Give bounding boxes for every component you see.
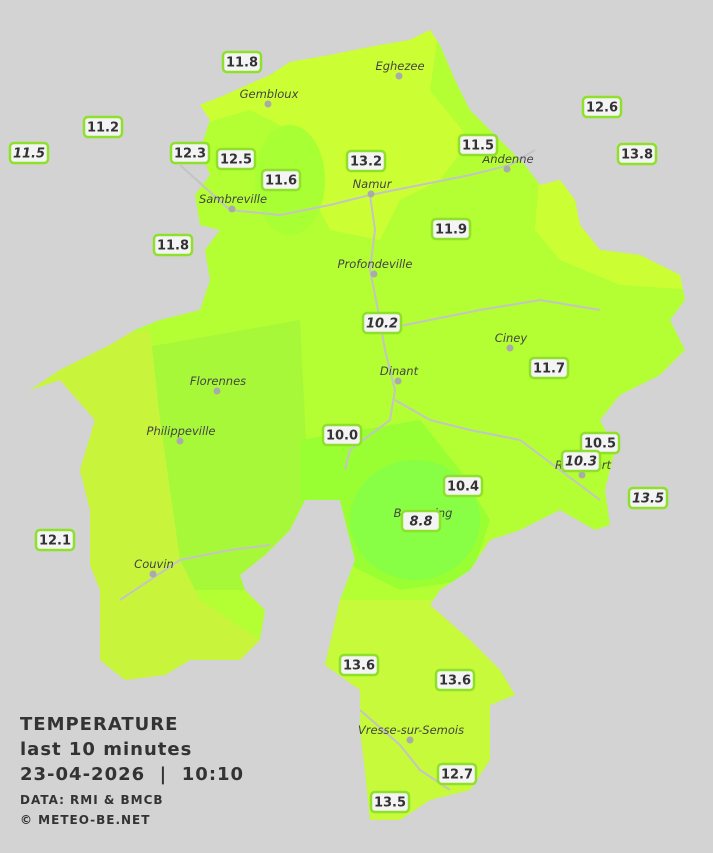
station-value: 13.5 — [632, 492, 664, 507]
place-label: Sambreville — [199, 192, 267, 206]
place-dot — [367, 190, 375, 198]
station-value: 11.5 — [13, 147, 45, 162]
legend-datetime: 23-04-2026 | 10:10 — [20, 764, 244, 785]
place-dot — [149, 570, 157, 578]
stations: 11.8 11.2 11.5 12.3 12.5 11.6 13.2 11.5 12.6 13.8… — [8, 50, 669, 814]
place-label: Gembloux — [240, 87, 299, 101]
station-value: 12.6 — [586, 101, 618, 116]
station-value: 13.5 — [374, 796, 406, 811]
station-box — [369, 790, 411, 814]
place-dot — [370, 270, 378, 278]
station-value: 10.4 — [447, 480, 479, 495]
place-label: Profondeville — [338, 257, 413, 271]
place-dot — [394, 377, 402, 385]
station-value: 11.8 — [157, 239, 189, 254]
place-dot — [228, 205, 236, 213]
station-box — [260, 168, 302, 192]
station-box — [430, 217, 472, 241]
station-value: 11.9 — [435, 223, 467, 238]
station-box — [169, 141, 211, 165]
place-label: Namur — [353, 177, 393, 191]
station-value: 13.8 — [621, 148, 653, 163]
place-label: Vresse-sur-Semois — [358, 723, 464, 737]
station-value: 13.6 — [439, 674, 471, 689]
station-box — [616, 142, 658, 166]
station-box — [560, 449, 602, 473]
place-dot — [406, 736, 414, 744]
station-box — [152, 233, 194, 257]
place-dot — [176, 437, 184, 445]
station-box — [442, 474, 484, 498]
legend-copyright: © METEO-BE.NET — [20, 813, 150, 827]
station-box — [338, 653, 380, 677]
legend-subtitle: last 10 minutes — [20, 739, 192, 760]
station-value: 13.6 — [343, 659, 375, 674]
place-label: Florennes — [190, 374, 246, 388]
station-box — [82, 115, 124, 139]
place-dot — [578, 471, 586, 479]
station-value: 10.2 — [366, 317, 398, 332]
place-dot — [503, 165, 511, 173]
station-box — [321, 423, 363, 447]
station-box — [436, 762, 478, 786]
station-box — [8, 141, 50, 165]
station-box — [627, 486, 669, 510]
station-value: 8.8 — [409, 515, 432, 530]
legend-source: DATA: RMI & BMCB — [20, 793, 164, 807]
station-box — [581, 95, 623, 119]
place-label: Ciney — [495, 331, 528, 345]
station-value: 12.3 — [174, 147, 206, 162]
station-value: 11.8 — [226, 56, 258, 71]
legend: TEMPERATURE last 10 minutes 23-04-2026 |… — [20, 714, 244, 827]
rivers — [119, 149, 601, 791]
station-value: 13.2 — [350, 155, 382, 170]
station-value: 11.6 — [265, 174, 297, 189]
station-value: 10.3 — [565, 455, 597, 470]
place-dot — [395, 72, 403, 80]
place-label: Dinant — [380, 364, 419, 378]
station-value: 12.7 — [441, 768, 473, 783]
station-value: 12.1 — [39, 534, 71, 549]
place-label: Couvin — [134, 557, 174, 571]
station-box — [361, 311, 403, 335]
place-dot — [264, 100, 272, 108]
place-label: Philippeville — [147, 424, 216, 438]
station-box — [345, 149, 387, 173]
station-box — [528, 356, 570, 380]
place-label: Eghezee — [375, 59, 424, 73]
station-value: 10.5 — [584, 437, 616, 452]
place-dot — [213, 387, 221, 395]
station-box — [400, 509, 442, 533]
station-value: 11.2 — [87, 121, 119, 136]
station-value: 11.7 — [533, 362, 565, 377]
legend-title: TEMPERATURE — [20, 714, 178, 735]
station-box — [215, 147, 257, 171]
station-box — [457, 133, 499, 157]
station-value: 10.0 — [326, 429, 358, 444]
station-box — [221, 50, 263, 74]
station-value: 11.5 — [462, 139, 494, 154]
station-box — [34, 528, 76, 552]
station-box — [434, 668, 476, 692]
place-dot — [506, 344, 514, 352]
station-value: 12.5 — [220, 153, 252, 168]
